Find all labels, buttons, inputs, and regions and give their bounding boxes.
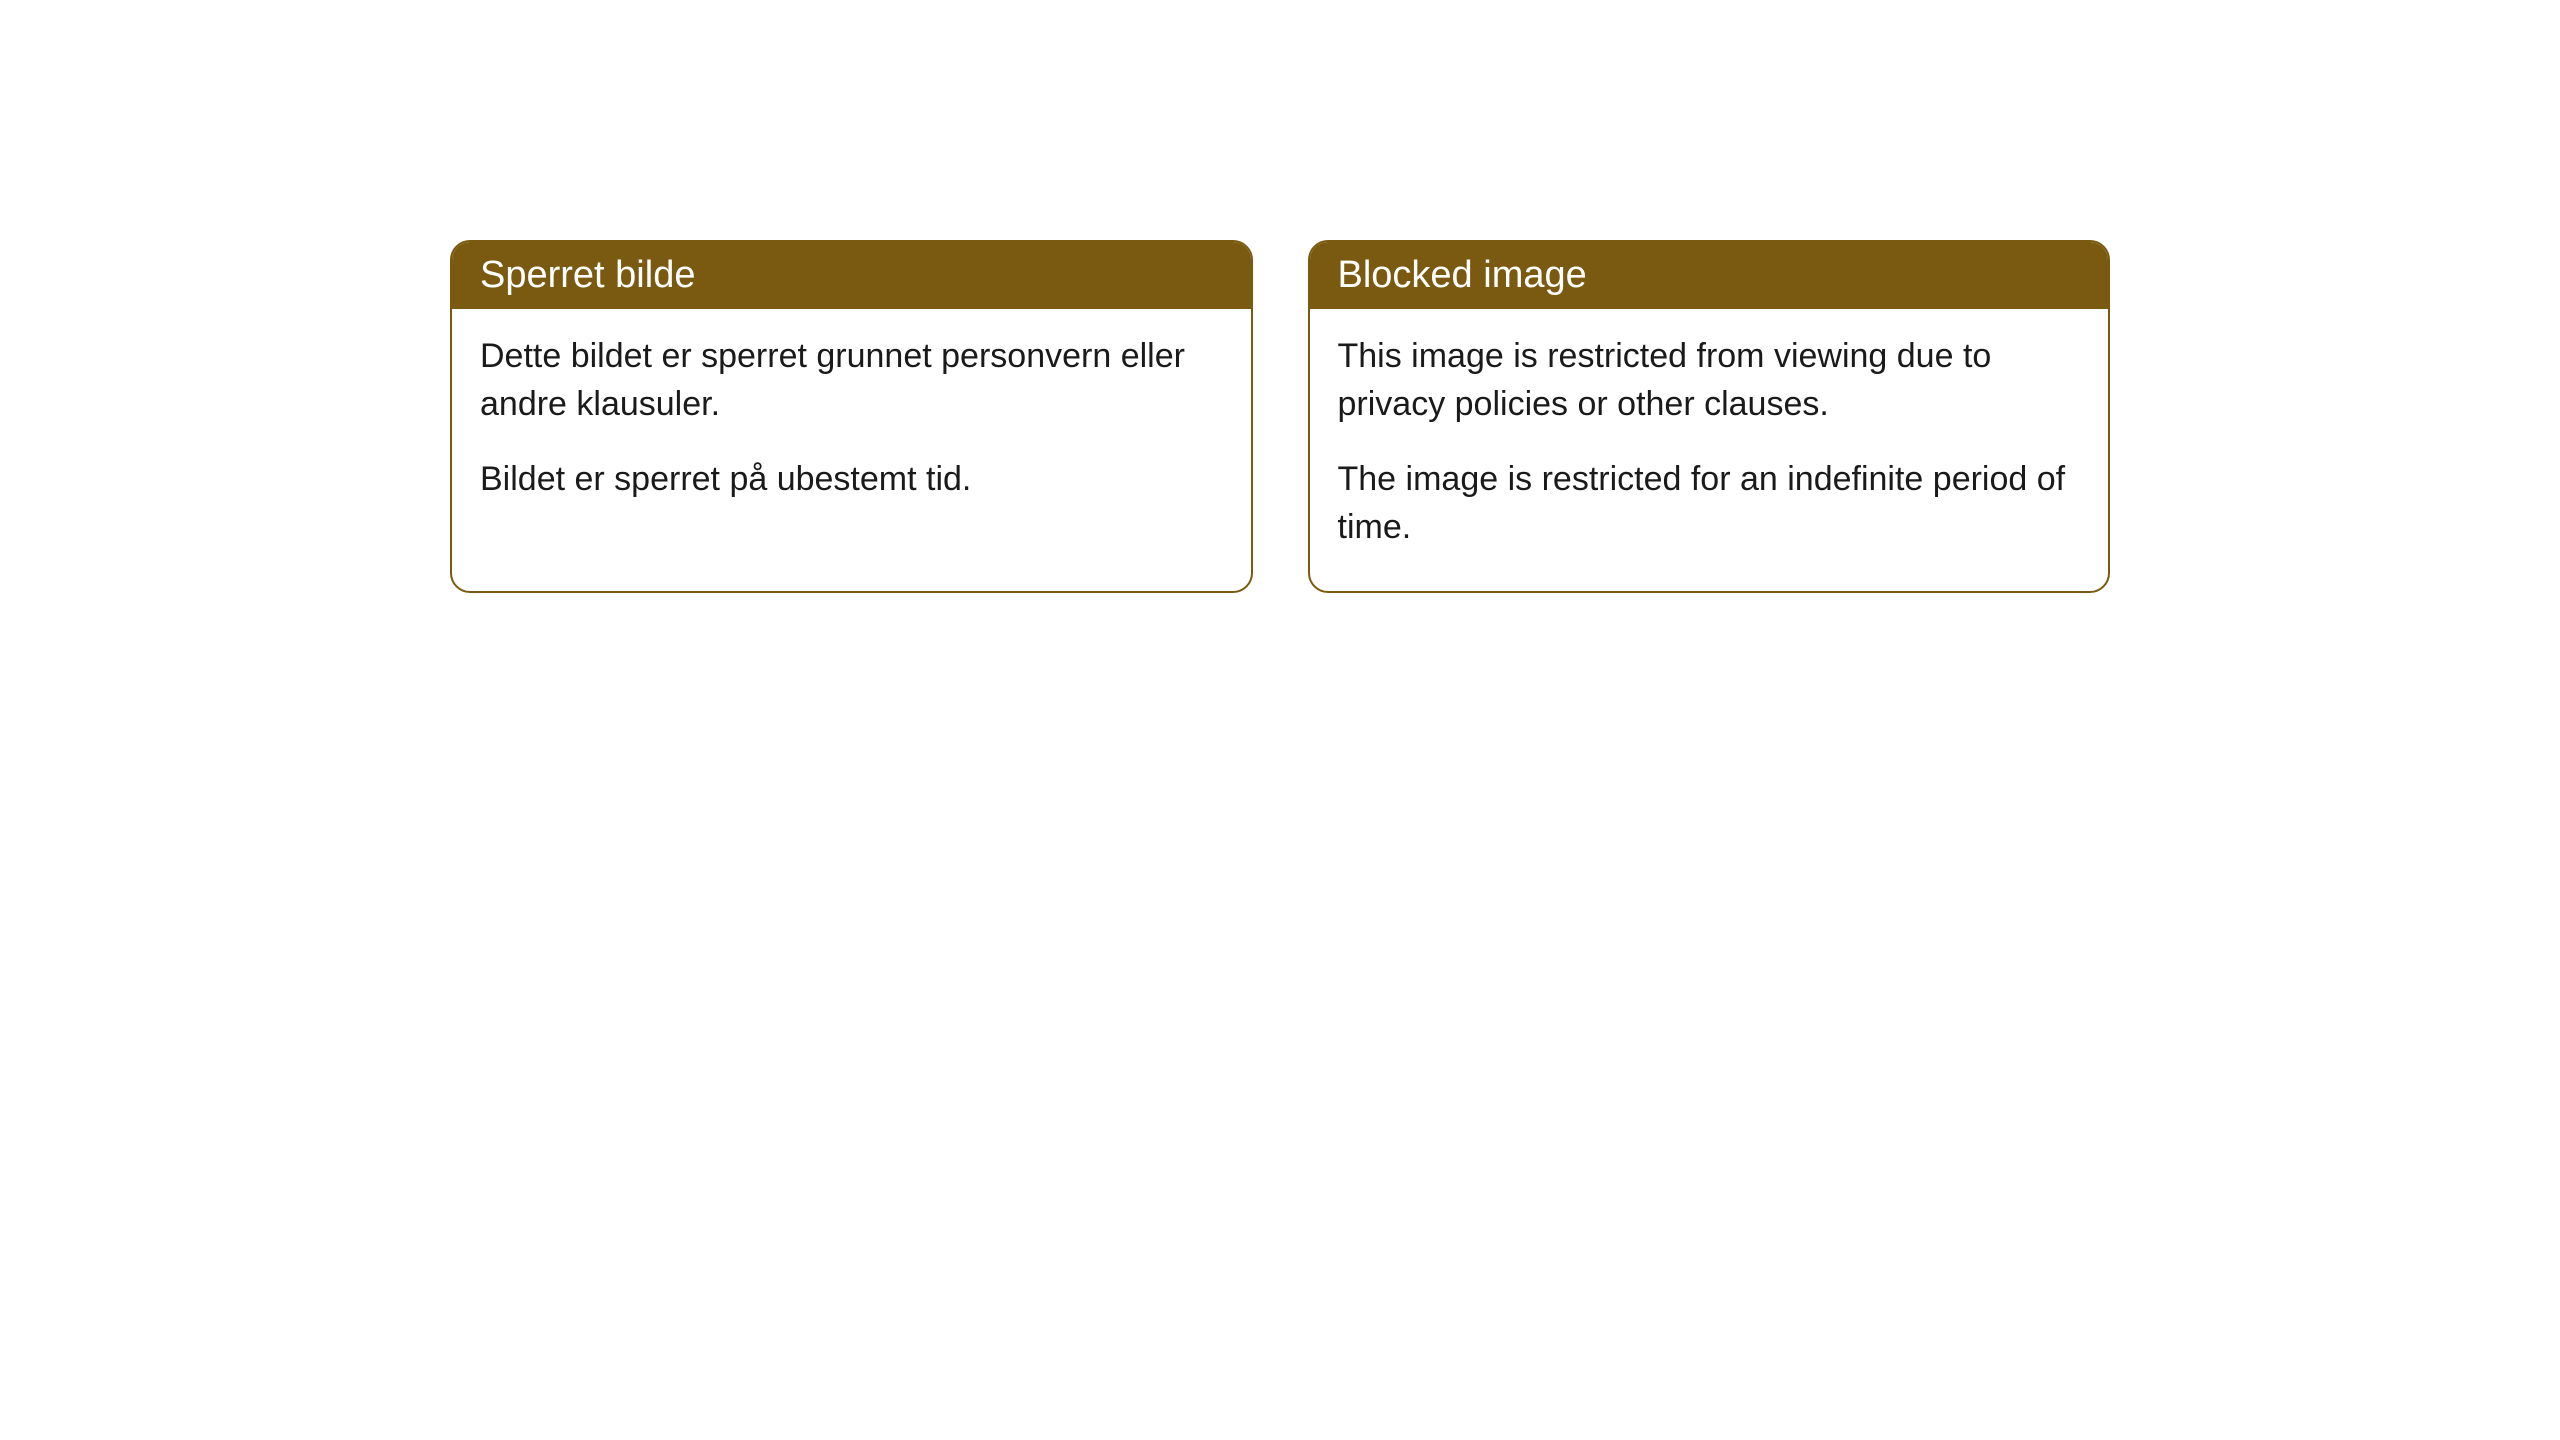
card-body-norwegian: Dette bildet er sperret grunnet personve…: [452, 309, 1251, 544]
card-body-english: This image is restricted from viewing du…: [1310, 309, 2109, 591]
card-paragraph-1: Dette bildet er sperret grunnet personve…: [480, 333, 1223, 428]
card-paragraph-2: The image is restricted for an indefinit…: [1338, 456, 2081, 551]
notice-card-norwegian: Sperret bilde Dette bildet er sperret gr…: [450, 240, 1253, 593]
card-paragraph-2: Bildet er sperret på ubestemt tid.: [480, 456, 1223, 504]
card-header-english: Blocked image: [1310, 242, 2109, 309]
card-paragraph-1: This image is restricted from viewing du…: [1338, 333, 2081, 428]
notice-card-english: Blocked image This image is restricted f…: [1308, 240, 2111, 593]
card-header-norwegian: Sperret bilde: [452, 242, 1251, 309]
card-title: Blocked image: [1338, 254, 1587, 296]
card-title: Sperret bilde: [480, 254, 695, 296]
notice-cards-container: Sperret bilde Dette bildet er sperret gr…: [450, 240, 2110, 593]
